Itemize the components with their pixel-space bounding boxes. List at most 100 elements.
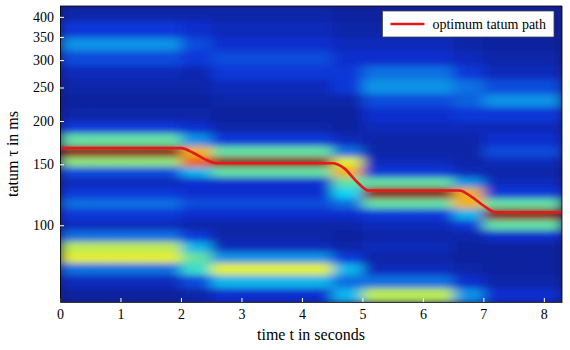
heat-cell xyxy=(181,241,212,252)
heat-cell xyxy=(483,275,514,289)
heat-cell xyxy=(453,37,484,51)
heat-cell xyxy=(90,288,121,302)
heat-cell xyxy=(151,198,182,209)
chart: 012345678100150200250300350400time t in … xyxy=(0,0,570,350)
heat-cell xyxy=(211,263,242,276)
heat-cell xyxy=(90,275,121,289)
heat-cell xyxy=(120,107,151,122)
heat-cell xyxy=(483,230,514,242)
x-tick-label: 0 xyxy=(57,307,64,322)
heat-cell xyxy=(544,107,562,122)
heat-cell xyxy=(514,37,545,51)
heat-cell xyxy=(544,208,562,220)
y-tick: 150 xyxy=(33,157,64,172)
heat-cell xyxy=(362,187,393,198)
heat-cell xyxy=(453,241,484,252)
heat-cell xyxy=(423,198,454,209)
heat-cell xyxy=(181,6,212,21)
heat-cell xyxy=(332,121,363,133)
heat-cell xyxy=(272,263,303,276)
heat-cell xyxy=(151,156,182,166)
heat-cell xyxy=(362,121,393,133)
x-tick-mark xyxy=(362,298,363,302)
heat-cell xyxy=(544,50,562,65)
heat-cell xyxy=(272,241,303,252)
heat-cell xyxy=(302,263,333,276)
heat-cell xyxy=(483,133,514,146)
y-tick: 100 xyxy=(33,218,64,233)
heat-cell xyxy=(362,79,393,94)
heat-cell xyxy=(302,241,333,252)
heat-cell xyxy=(423,50,454,65)
heat-cell xyxy=(60,198,91,209)
heat-cell xyxy=(272,121,303,133)
heat-cell xyxy=(211,187,242,198)
heat-cell xyxy=(60,263,91,276)
heat-cell xyxy=(90,50,121,65)
heat-cell xyxy=(241,21,272,38)
heat-cell xyxy=(483,288,514,302)
x-tick-label: 5 xyxy=(359,307,366,322)
heat-cell xyxy=(211,94,242,108)
heat-cell xyxy=(544,251,562,263)
heat-cell xyxy=(483,251,514,263)
x-tick: 8 xyxy=(541,298,548,322)
heat-cell xyxy=(393,65,424,79)
heat-cell xyxy=(393,241,424,252)
heat-cell xyxy=(241,156,272,166)
y-tick-label: 250 xyxy=(33,80,54,95)
heat-cell xyxy=(90,251,121,263)
heat-cell xyxy=(544,241,562,252)
heat-cell xyxy=(423,65,454,79)
heat-cell xyxy=(393,145,424,157)
heat-cell xyxy=(151,6,182,21)
heat-cell xyxy=(423,251,454,263)
heat-cell xyxy=(181,21,212,38)
heat-cell xyxy=(211,208,242,220)
heat-cell xyxy=(120,21,151,38)
heat-cell xyxy=(90,121,121,133)
heat-cell xyxy=(151,133,182,146)
y-tick: 200 xyxy=(33,114,64,129)
heat-cell xyxy=(272,288,303,302)
heat-cell xyxy=(90,156,121,166)
heat-cell xyxy=(544,166,562,177)
heat-cell xyxy=(90,198,121,209)
heat-cell xyxy=(423,275,454,289)
heat-cell xyxy=(60,166,91,177)
heat-cell xyxy=(453,121,484,133)
heat-cell xyxy=(151,288,182,302)
plot-area xyxy=(60,6,562,302)
heat-cell xyxy=(544,230,562,242)
heat-cell xyxy=(393,251,424,263)
heat-cell xyxy=(211,6,242,21)
heat-cell xyxy=(302,275,333,289)
heat-cell xyxy=(181,107,212,122)
heat-cell xyxy=(362,37,393,51)
heat-cell xyxy=(514,94,545,108)
heat-cell xyxy=(514,263,545,276)
heat-cell xyxy=(151,37,182,51)
heat-cell xyxy=(120,288,151,302)
heat-cell xyxy=(302,79,333,94)
y-tick-label: 350 xyxy=(33,30,54,45)
heat-cell xyxy=(241,50,272,65)
heat-cell xyxy=(272,79,303,94)
x-tick-mark xyxy=(483,298,484,302)
heat-cell xyxy=(483,79,514,94)
heat-cell xyxy=(211,166,242,177)
heat-cell xyxy=(90,241,121,252)
heat-cell xyxy=(241,145,272,157)
heat-cell xyxy=(393,263,424,276)
heat-cell xyxy=(423,37,454,51)
heat-cell xyxy=(483,94,514,108)
heat-cell xyxy=(272,50,303,65)
heat-cell xyxy=(272,65,303,79)
heat-cell xyxy=(453,230,484,242)
heat-cell xyxy=(544,177,562,188)
heat-cell xyxy=(423,133,454,146)
x-tick: 4 xyxy=(299,298,306,322)
heat-cell xyxy=(151,208,182,220)
heat-cell xyxy=(211,198,242,209)
heat-cell xyxy=(120,94,151,108)
